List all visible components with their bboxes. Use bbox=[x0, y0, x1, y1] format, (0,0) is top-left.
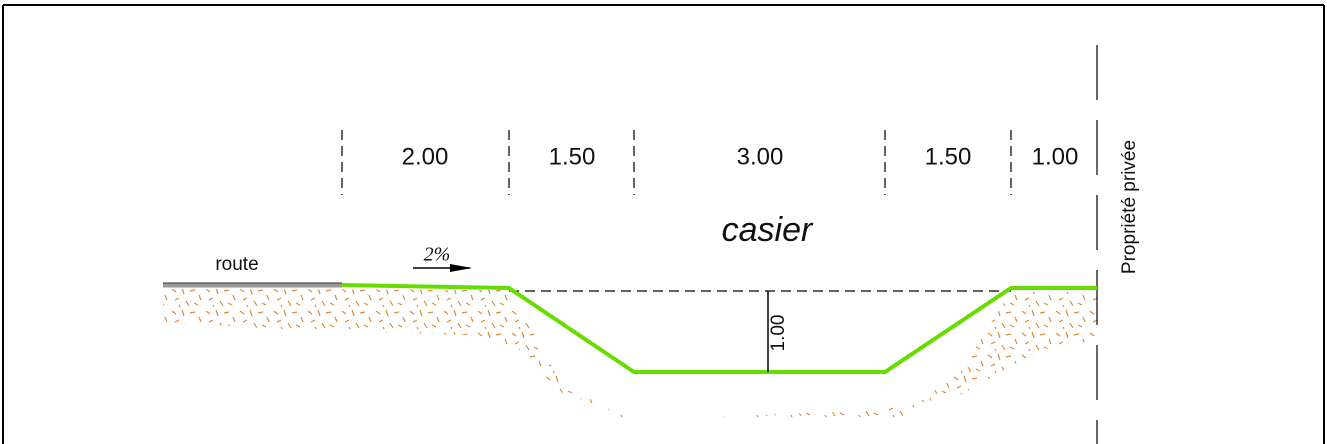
dimension-label: 1.50 bbox=[925, 143, 972, 170]
ground-profile bbox=[341, 283, 1097, 374]
dimension-label: 1.50 bbox=[549, 143, 596, 170]
dimension-label: 3.00 bbox=[737, 143, 784, 170]
slope-arrow bbox=[450, 264, 472, 272]
boundary-label: Propriété privée bbox=[1119, 140, 1140, 274]
dimension-label: 2.00 bbox=[402, 143, 449, 170]
slope-label: 2% bbox=[424, 244, 451, 266]
depth-label: 1.00 bbox=[768, 315, 789, 352]
dimension-ticks bbox=[341, 45, 1098, 444]
road-label: route bbox=[215, 254, 258, 275]
dimension-label: 1.00 bbox=[1032, 143, 1079, 170]
soil-hatch bbox=[163, 289, 1097, 420]
frame bbox=[2, 4, 1325, 444]
zone-label: casier bbox=[722, 211, 814, 249]
